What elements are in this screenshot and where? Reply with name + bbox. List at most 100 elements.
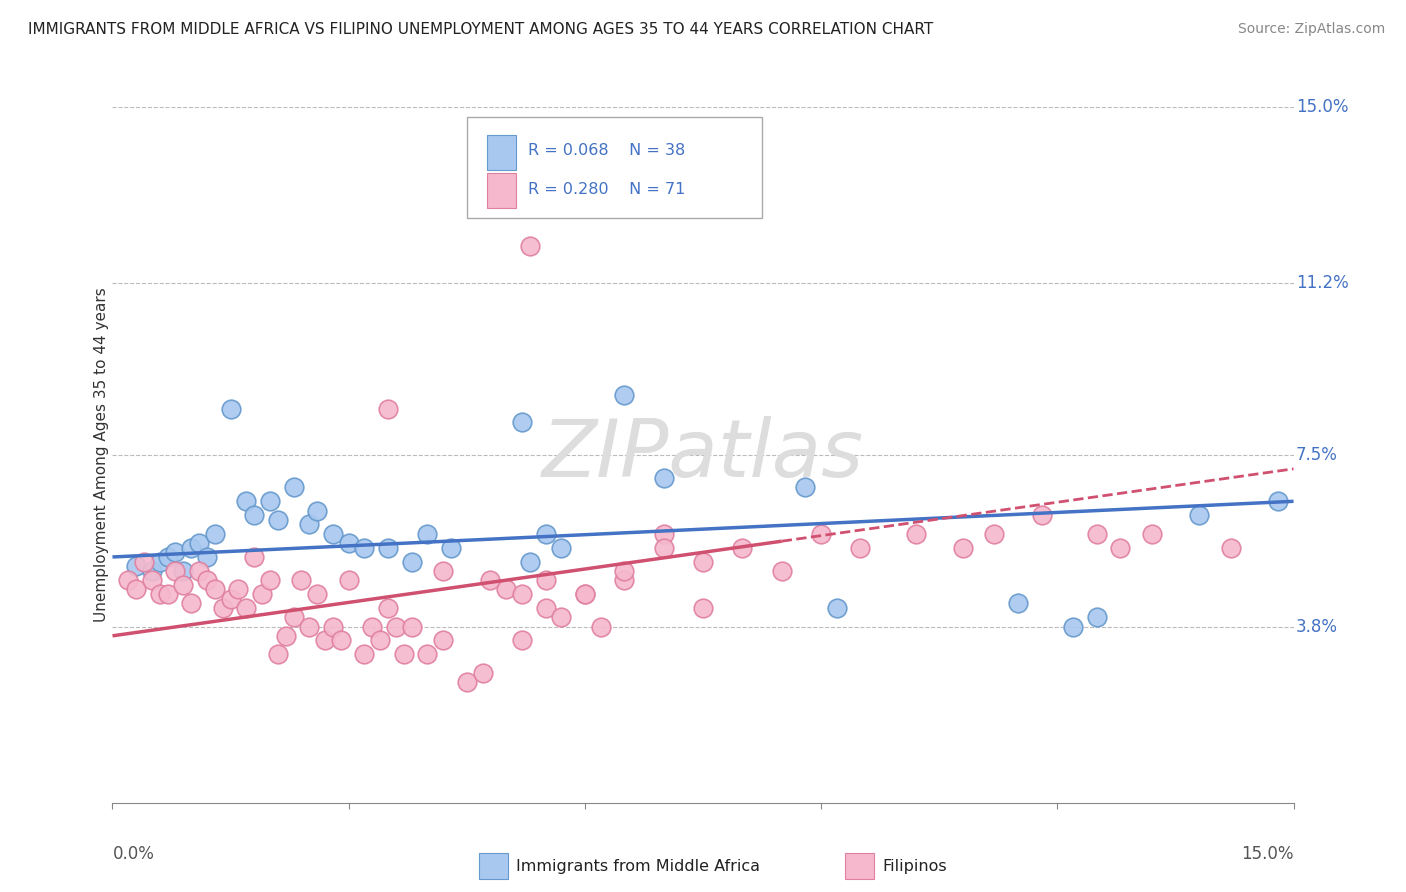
Point	[952, 541, 974, 555]
Point	[149, 587, 172, 601]
Text: 3.8%: 3.8%	[1296, 617, 1339, 635]
Point	[307, 587, 329, 601]
Point	[1085, 610, 1108, 624]
Point	[165, 564, 187, 578]
Point	[510, 633, 533, 648]
Point	[188, 536, 211, 550]
Point	[337, 573, 360, 587]
Point	[534, 573, 557, 587]
Point	[1007, 596, 1029, 610]
Text: Source: ZipAtlas.com: Source: ZipAtlas.com	[1237, 22, 1385, 37]
Point	[613, 573, 636, 587]
Point	[243, 508, 266, 523]
Text: 15.0%: 15.0%	[1296, 98, 1348, 116]
Point	[219, 591, 242, 606]
Point	[534, 601, 557, 615]
Point	[432, 564, 454, 578]
Point	[259, 494, 281, 508]
Point	[385, 619, 408, 633]
Point	[377, 601, 399, 615]
Point	[1109, 541, 1132, 555]
Point	[825, 601, 848, 615]
Point	[322, 619, 344, 633]
Point	[283, 480, 305, 494]
Y-axis label: Unemployment Among Ages 35 to 44 years: Unemployment Among Ages 35 to 44 years	[94, 287, 108, 623]
Text: 0.0%: 0.0%	[112, 845, 155, 863]
FancyBboxPatch shape	[467, 118, 762, 219]
Point	[550, 541, 572, 555]
Point	[471, 665, 494, 680]
Bar	[486, 135, 516, 169]
Point	[1062, 619, 1084, 633]
Point	[204, 582, 226, 597]
Point	[550, 610, 572, 624]
Point	[141, 564, 163, 578]
Point	[652, 526, 675, 541]
Point	[904, 526, 927, 541]
Point	[165, 545, 187, 559]
Point	[613, 387, 636, 401]
Point	[274, 629, 297, 643]
Point	[125, 559, 148, 574]
Bar	[845, 853, 875, 880]
Point	[195, 549, 218, 564]
Point	[235, 494, 257, 508]
Point	[149, 555, 172, 569]
Point	[510, 416, 533, 430]
Point	[180, 541, 202, 555]
Point	[1085, 526, 1108, 541]
Point	[534, 526, 557, 541]
Point	[267, 648, 290, 662]
Point	[794, 480, 817, 494]
Point	[983, 526, 1005, 541]
Point	[416, 648, 439, 662]
Point	[440, 541, 463, 555]
Point	[652, 541, 675, 555]
Point	[519, 239, 541, 253]
Point	[770, 564, 793, 578]
Point	[456, 675, 478, 690]
Point	[204, 526, 226, 541]
Point	[392, 648, 415, 662]
Point	[574, 587, 596, 601]
Text: 11.2%: 11.2%	[1296, 275, 1348, 293]
Point	[510, 587, 533, 601]
Point	[250, 587, 273, 601]
Point	[283, 610, 305, 624]
Point	[368, 633, 391, 648]
Point	[479, 573, 502, 587]
Point	[361, 619, 384, 633]
Point	[416, 526, 439, 541]
Point	[188, 564, 211, 578]
Point	[519, 555, 541, 569]
Point	[132, 555, 155, 569]
Point	[401, 555, 423, 569]
Point	[290, 573, 312, 587]
Point	[1140, 526, 1163, 541]
Point	[377, 541, 399, 555]
Point	[298, 517, 321, 532]
Text: Filipinos: Filipinos	[883, 859, 948, 873]
Point	[401, 619, 423, 633]
Point	[228, 582, 250, 597]
Point	[125, 582, 148, 597]
Point	[298, 619, 321, 633]
Point	[180, 596, 202, 610]
Point	[117, 573, 139, 587]
Point	[314, 633, 336, 648]
Text: R = 0.280    N = 71: R = 0.280 N = 71	[529, 182, 686, 196]
Point	[731, 541, 754, 555]
Point	[1219, 541, 1241, 555]
Point	[353, 648, 375, 662]
Point	[267, 513, 290, 527]
Point	[219, 401, 242, 416]
Point	[1188, 508, 1211, 523]
Point	[495, 582, 517, 597]
Point	[613, 564, 636, 578]
Point	[337, 536, 360, 550]
Point	[849, 541, 872, 555]
Point	[156, 587, 179, 601]
Point	[432, 633, 454, 648]
Point	[156, 549, 179, 564]
Point	[211, 601, 233, 615]
